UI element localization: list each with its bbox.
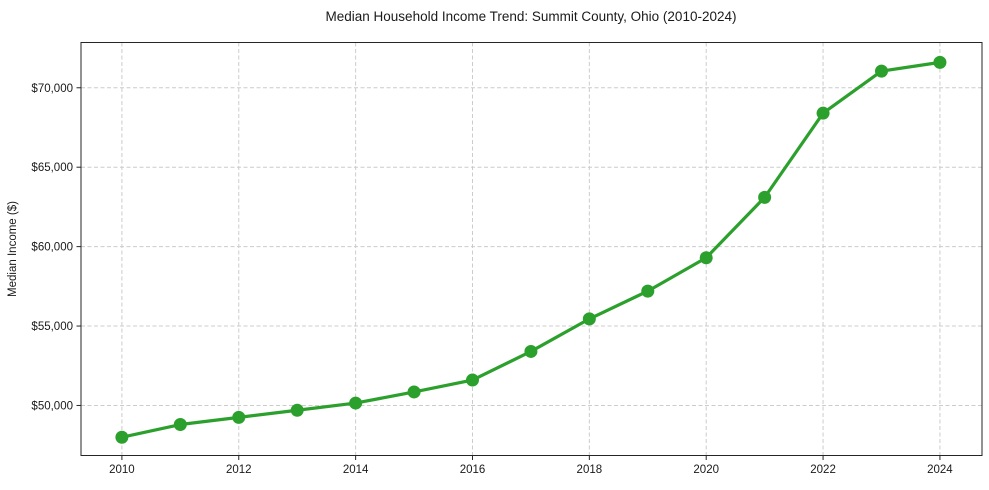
data-point <box>173 418 187 432</box>
income-line-series <box>115 55 947 444</box>
chart-title: Median Household Income Trend: Summit Co… <box>326 9 737 24</box>
grid-lines <box>81 42 982 456</box>
y-axis-title: Median Income ($) <box>7 201 19 297</box>
x-tick-label: 2018 <box>577 464 603 476</box>
data-point <box>349 396 363 410</box>
data-point <box>115 430 129 444</box>
data-point <box>465 373 479 387</box>
x-tick-label: 2014 <box>343 464 369 476</box>
data-point <box>933 55 947 69</box>
x-tick-label: 2016 <box>460 464 486 476</box>
y-tick-label: $50,000 <box>31 400 73 412</box>
data-point <box>641 284 655 298</box>
data-point <box>232 410 246 424</box>
y-tick-label: $65,000 <box>31 162 73 174</box>
trend-line <box>120 60 942 439</box>
x-tick-label: 2022 <box>810 464 836 476</box>
y-tick-label: $70,000 <box>31 83 73 95</box>
data-point <box>407 385 421 399</box>
y-tick-label: $60,000 <box>31 242 73 254</box>
data-point <box>758 190 772 204</box>
x-tick-label: 2012 <box>226 464 252 476</box>
data-point <box>524 344 538 358</box>
data-point <box>874 64 888 78</box>
x-tick-label: 2024 <box>927 464 953 476</box>
data-point <box>699 251 713 265</box>
x-tick-label: 2020 <box>693 464 719 476</box>
x-tick-label: 2010 <box>109 464 135 476</box>
data-point <box>816 106 830 120</box>
y-tick-label: $55,000 <box>31 321 73 333</box>
data-point <box>290 403 304 417</box>
axes: 2010 2012 2014 2016 2018 2020 2022 2024 $50,000 $… <box>31 42 983 476</box>
data-point <box>582 312 596 326</box>
plot-border <box>80 42 983 456</box>
